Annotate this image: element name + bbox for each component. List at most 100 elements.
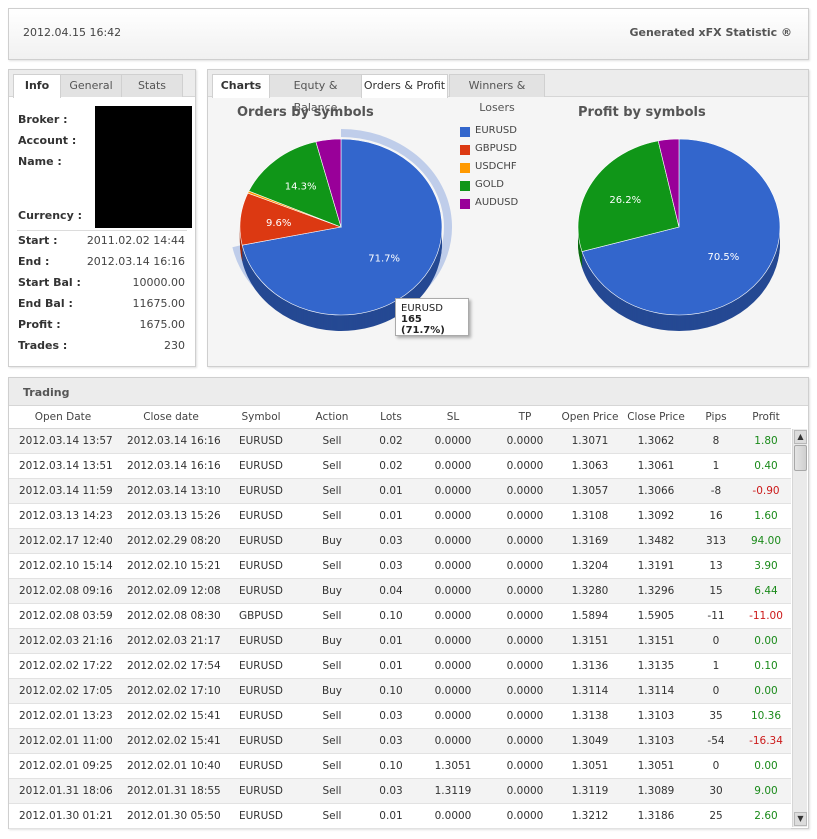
- cell-symbol: EURUSD: [225, 428, 297, 454]
- scroll-down-button[interactable]: ▼: [794, 812, 807, 826]
- table-row[interactable]: 2012.01.31 18:06 2012.01.31 18:55 EURUSD Se…: [9, 778, 791, 804]
- table-scrollbar[interactable]: ▲ ▼: [792, 429, 807, 827]
- cell-close-price: 1.3191: [621, 553, 691, 579]
- cell-profit: 0.00: [741, 678, 791, 704]
- slice-tooltip: EURUSD 165 (71.7%): [395, 298, 469, 336]
- table-row[interactable]: 2012.02.08 09:16 2012.02.09 12:08 EURUSD Bu…: [9, 578, 791, 604]
- cell-profit: 0.40: [741, 453, 791, 479]
- cell-sl: 1.3119: [415, 778, 491, 804]
- cell-symbol: EURUSD: [225, 678, 297, 704]
- column-header-symbol[interactable]: Symbol: [225, 406, 297, 429]
- cell-lots: 0.01: [367, 478, 415, 504]
- cell-pips: 25: [691, 803, 741, 829]
- table-row[interactable]: 2012.02.02 17:22 2012.02.02 17:54 EURUSD Se…: [9, 653, 791, 679]
- column-header-pips[interactable]: Pips: [691, 406, 741, 429]
- table-row[interactable]: 2012.02.02 17:05 2012.02.02 17:10 EURUSD Bu…: [9, 678, 791, 704]
- cell-open-price: 1.3151: [559, 628, 621, 654]
- trades-table: Open Date Close date Symbol Action Lots SL TP O…: [9, 406, 791, 829]
- cell-close-date: 2012.02.02 17:54: [117, 653, 225, 679]
- cell-symbol: GBPUSD: [225, 603, 297, 629]
- info-divider: [17, 230, 187, 231]
- cell-lots: 0.01: [367, 653, 415, 679]
- table-row[interactable]: 2012.02.17 12:40 2012.02.29 08:20 EURUSD Bu…: [9, 528, 791, 554]
- cell-lots: 0.10: [367, 678, 415, 704]
- table-row[interactable]: 2012.03.13 14:23 2012.03.13 15:26 EURUSD Se…: [9, 503, 791, 529]
- cell-open-price: 1.3057: [559, 478, 621, 504]
- cell-pips: 1: [691, 453, 741, 479]
- cell-symbol: EURUSD: [225, 703, 297, 729]
- table-row[interactable]: 2012.02.08 03:59 2012.02.08 08:30 GBPUSD Se…: [9, 603, 791, 629]
- tab-stats[interactable]: Stats: [121, 74, 183, 97]
- tab-orders-profit[interactable]: Orders & Profit: [361, 74, 448, 98]
- legend-label: GOLD: [475, 179, 504, 190]
- info-row-end: End : 2012.03.14 16:16: [18, 255, 185, 275]
- column-header-profit[interactable]: Profit: [741, 406, 791, 429]
- table-row[interactable]: 2012.02.03 21:16 2012.02.03 21:17 EURUSD Bu…: [9, 628, 791, 654]
- charts-panel: Charts Equty & Balance Orders & Profit W…: [207, 69, 809, 367]
- cell-sl: 0.0000: [415, 503, 491, 529]
- cell-profit: -11.00: [741, 603, 791, 629]
- cell-profit: 1.60: [741, 503, 791, 529]
- cell-tp: 0.0000: [491, 553, 559, 579]
- table-row[interactable]: 2012.03.14 11:59 2012.03.14 13:10 EURUSD Se…: [9, 478, 791, 504]
- info-row-start-bal: Start Bal : 10000.00: [18, 276, 185, 296]
- cell-tp: 0.0000: [491, 453, 559, 479]
- pie-1-slice-audusd: [657, 138, 680, 228]
- cell-lots: 0.03: [367, 778, 415, 804]
- tab-info[interactable]: Info: [13, 74, 61, 98]
- column-header-lots[interactable]: Lots: [367, 406, 415, 429]
- column-header-action[interactable]: Action: [297, 406, 367, 429]
- cell-tp: 0.0000: [491, 753, 559, 779]
- cell-action: Sell: [297, 428, 367, 454]
- cell-action: Sell: [297, 553, 367, 579]
- cell-action: Sell: [297, 728, 367, 754]
- pie-1: 70.5% 26.2%: [577, 138, 781, 331]
- info-panel: Info General Stats Broker : Account : Na…: [8, 69, 196, 367]
- cell-tp: 0.0000: [491, 678, 559, 704]
- tab-general[interactable]: General: [60, 74, 122, 97]
- table-row[interactable]: 2012.02.10 15:14 2012.02.10 15:21 EURUSD Se…: [9, 553, 791, 579]
- table-row[interactable]: 2012.03.14 13:57 2012.03.14 16:16 EURUSD Se…: [9, 428, 791, 454]
- scroll-thumb[interactable]: [794, 445, 807, 471]
- currency-label: Currency :: [18, 209, 82, 222]
- tab-charts[interactable]: Charts: [212, 74, 270, 98]
- cell-open-price: 1.3138: [559, 703, 621, 729]
- cell-sl: 0.0000: [415, 803, 491, 829]
- column-header-open-date[interactable]: Open Date: [9, 406, 117, 429]
- column-header-close-price[interactable]: Close Price: [621, 406, 691, 429]
- table-row[interactable]: 2012.02.01 13:23 2012.02.02 15:41 EURUSD Se…: [9, 703, 791, 729]
- trades-value: 230: [164, 339, 185, 352]
- cell-symbol: EURUSD: [225, 803, 297, 829]
- tab-winners-losers[interactable]: Winners & Losers: [449, 74, 545, 114]
- cell-profit: 0.10: [741, 653, 791, 679]
- cell-action: Sell: [297, 803, 367, 829]
- cell-open-price: 1.3114: [559, 678, 621, 704]
- cell-close-price: 1.3103: [621, 703, 691, 729]
- trades-label: Trades :: [18, 339, 68, 352]
- cell-tp: 0.0000: [491, 528, 559, 554]
- tab-equity-balance[interactable]: Equty & Balance: [269, 74, 362, 114]
- cell-close-price: 1.3089: [621, 778, 691, 804]
- legend-swatch: [460, 163, 470, 173]
- trading-titlebar: Trading: [9, 378, 808, 406]
- scroll-up-button[interactable]: ▲: [794, 430, 807, 444]
- table-row[interactable]: 2012.02.01 09:25 2012.02.01 10:40 EURUSD Se…: [9, 753, 791, 779]
- column-header-tp[interactable]: TP: [491, 406, 559, 429]
- cell-sl: 0.0000: [415, 478, 491, 504]
- table-row[interactable]: 2012.01.30 01:21 2012.01.30 05:50 EURUSD Se…: [9, 803, 791, 829]
- cell-symbol: EURUSD: [225, 653, 297, 679]
- cell-close-date: 2012.02.10 15:21: [117, 553, 225, 579]
- cell-open-date: 2012.03.14 11:59: [9, 478, 117, 504]
- table-body: 2012.03.14 13:57 2012.03.14 16:16 EURUSD Se…: [9, 428, 791, 829]
- table-row[interactable]: 2012.02.01 11:00 2012.02.02 15:41 EURUSD Se…: [9, 728, 791, 754]
- cell-profit: 9.00: [741, 778, 791, 804]
- table-row[interactable]: 2012.03.14 13:51 2012.03.14 16:16 EURUSD Se…: [9, 453, 791, 479]
- name-row: Name :: [18, 155, 185, 175]
- column-header-close-date[interactable]: Close date: [117, 406, 225, 429]
- cell-tp: 0.0000: [491, 603, 559, 629]
- column-header-open-price[interactable]: Open Price: [559, 406, 621, 429]
- column-header-sl[interactable]: SL: [415, 406, 491, 429]
- cell-sl: 0.0000: [415, 603, 491, 629]
- legend-swatch: [460, 181, 470, 191]
- cell-close-price: 1.3482: [621, 528, 691, 554]
